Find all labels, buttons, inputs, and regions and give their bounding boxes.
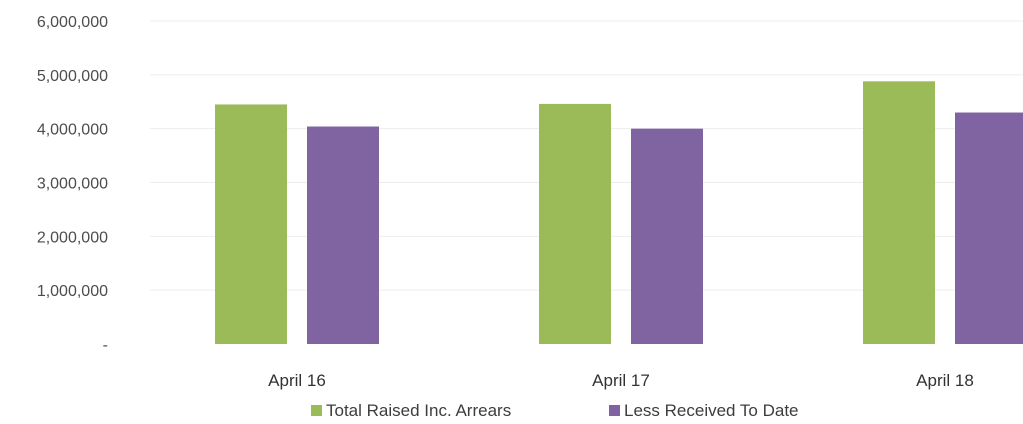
bar-less-received-1: [307, 126, 379, 344]
legend-swatch: [609, 405, 620, 416]
y-tick-label: 1,000,000: [37, 283, 108, 300]
bar-less-received-3: [955, 112, 1023, 345]
x-category-label: April 17: [592, 371, 650, 390]
bars: [215, 81, 1023, 345]
y-tick-label: 2,000,000: [37, 229, 108, 246]
legend-label: Total Raised Inc. Arrears: [326, 401, 511, 420]
legend-label: Less Received To Date: [624, 401, 799, 420]
bar-less-received-2: [631, 128, 703, 344]
bar-total-raised-2: [539, 103, 611, 344]
x-category-label: April 18: [916, 371, 974, 390]
y-tick-label: 3,000,000: [37, 176, 108, 193]
bar-total-raised-3: [863, 81, 935, 344]
y-axis: - 1,000,000 2,000,000 3,000,000 4,000,000 5,0…: [37, 14, 108, 354]
y-tick-label: 6,000,000: [37, 14, 108, 31]
bar-total-raised-1: [215, 104, 287, 344]
x-axis: April 16 April 17 April 18: [268, 371, 974, 390]
y-tick-label: -: [103, 337, 108, 354]
legend-swatch: [311, 405, 322, 416]
x-category-label: April 16: [268, 371, 326, 390]
y-tick-label: 4,000,000: [37, 122, 108, 139]
y-tick-label: 5,000,000: [37, 68, 108, 85]
legend: Total Raised Inc. Arrears Less Received T…: [311, 401, 799, 420]
